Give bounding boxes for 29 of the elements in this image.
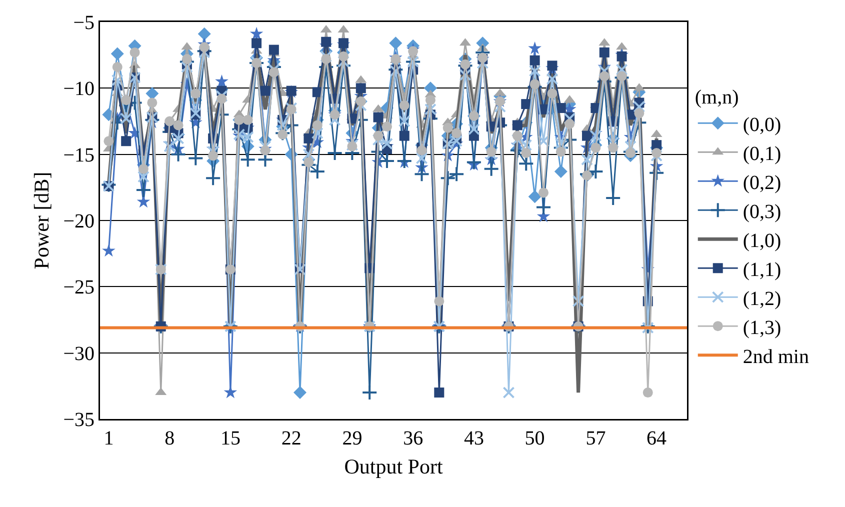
- legend-label: (0,1): [742, 142, 782, 165]
- y-tick-label: −25: [63, 276, 94, 299]
- x-tick-label: 57: [586, 428, 606, 450]
- y-tick-label: −35: [63, 409, 94, 431]
- x-tick-label: 36: [403, 428, 424, 450]
- y-axis-title: Power [dB]: [30, 172, 54, 270]
- x-tick-label: 8: [164, 428, 175, 450]
- y-tick-label: −10: [63, 78, 94, 100]
- x-tick-label: 50: [524, 428, 545, 450]
- legend-label: (1,0): [742, 230, 782, 252]
- legend-label: (0,3): [742, 200, 782, 223]
- x-tick-label: 22: [281, 428, 302, 450]
- x-axis-title: Output Port: [344, 454, 443, 478]
- legend-label: (1,1): [742, 258, 782, 281]
- legend-label: (0,0): [742, 114, 782, 136]
- x-tick-label: 43: [464, 428, 484, 450]
- legend-label: (1,2): [742, 288, 782, 310]
- y-tick-label: −30: [63, 342, 94, 365]
- x-tick-label: 1: [104, 428, 114, 450]
- y-tick-label: −5: [73, 12, 94, 34]
- x-tick-label: 29: [342, 428, 362, 450]
- y-tick-label: −15: [63, 144, 94, 166]
- x-tick-label: 15: [220, 428, 240, 450]
- legend-label: (0,2): [742, 172, 782, 194]
- y-tick-label: −20: [63, 210, 94, 232]
- legend-label: 2nd min: [742, 346, 809, 368]
- x-tick-label: 64: [646, 428, 667, 450]
- legend-label: (1,3): [742, 316, 782, 339]
- legend-title: (m,n): [694, 86, 739, 109]
